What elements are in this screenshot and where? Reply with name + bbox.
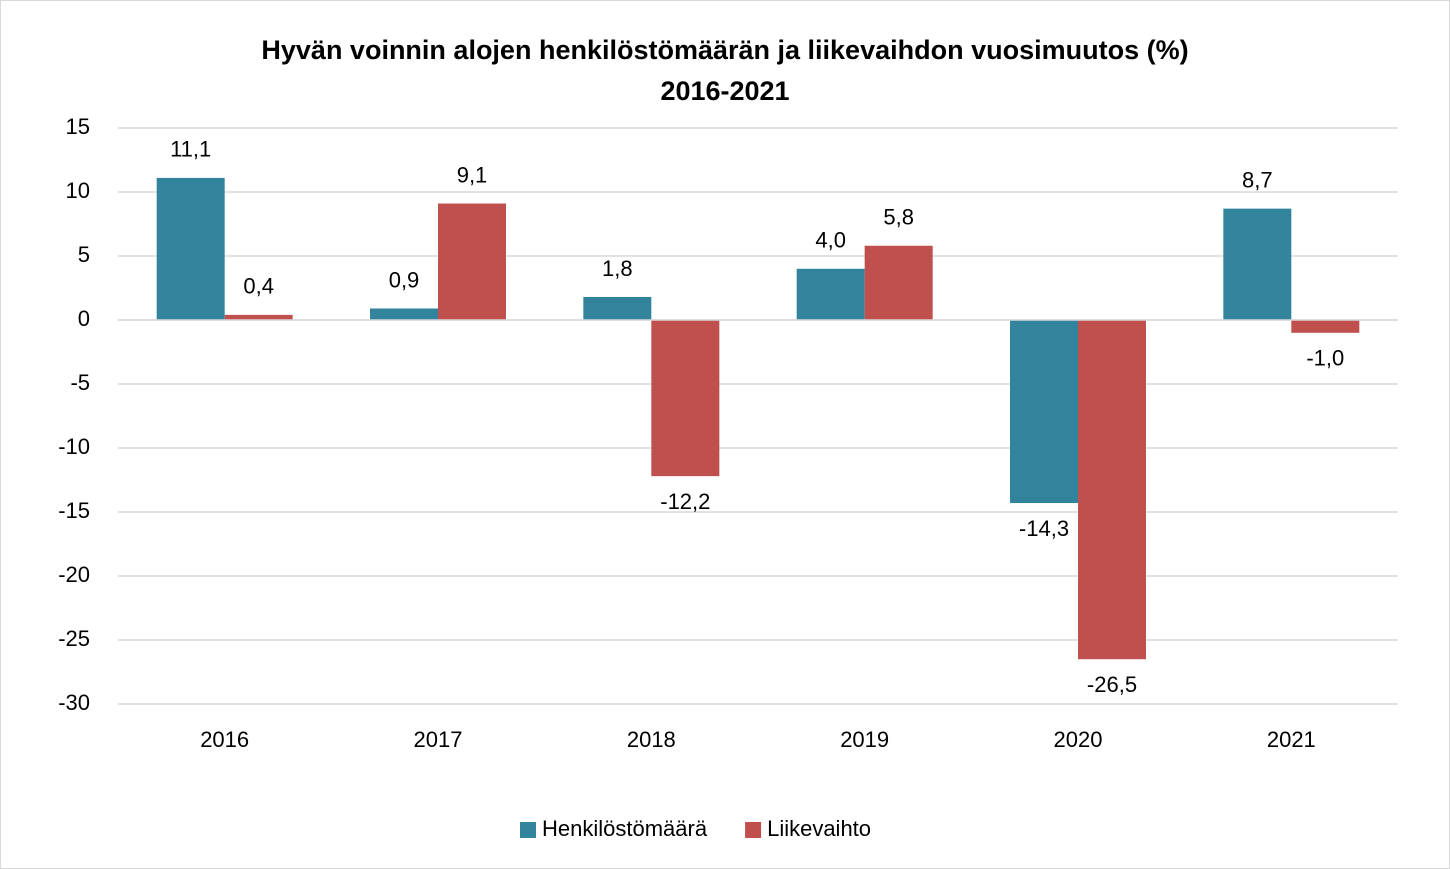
data-label: -1,0 (1306, 346, 1344, 371)
data-label: 0,4 (243, 274, 274, 299)
bar (156, 177, 225, 320)
data-label: 11,1 (170, 137, 211, 162)
y-tick-label: -30 (58, 690, 90, 715)
bar (1010, 320, 1078, 504)
y-tick-label: -5 (70, 370, 90, 395)
y-tick-label: -20 (58, 562, 90, 587)
x-tick-label: 2020 (1054, 727, 1103, 752)
y-tick-label: -10 (58, 434, 90, 459)
data-label: 8,7 (1242, 167, 1273, 192)
bar (864, 245, 933, 320)
bar (1223, 208, 1292, 320)
y-tick-label: 0 (78, 306, 90, 331)
y-tick-label: 15 (66, 114, 90, 139)
x-tick-label: 2018 (627, 727, 676, 752)
x-tick-label: 2016 (200, 727, 249, 752)
data-label: 9,1 (457, 162, 488, 187)
data-label: 5,8 (883, 205, 914, 230)
x-tick-label: 2021 (1267, 727, 1316, 752)
legend-swatch (745, 822, 762, 838)
data-label: -12,2 (660, 489, 710, 514)
data-label: 4,0 (815, 228, 846, 253)
bar (583, 296, 652, 320)
bar (370, 308, 438, 320)
legend-swatch (520, 822, 536, 838)
bar (224, 314, 293, 320)
bar (1291, 320, 1360, 333)
x-tick-label: 2017 (414, 727, 463, 752)
y-tick-label: 10 (66, 178, 90, 203)
x-tick-label: 2019 (840, 727, 889, 752)
y-tick-label: 5 (78, 242, 90, 267)
data-label: -26,5 (1087, 672, 1137, 697)
legend-label: Henkilöstömäärä (542, 816, 708, 841)
chart-title: 2016-2021 (660, 76, 789, 106)
bar (438, 203, 506, 320)
legend-label: Liikevaihto (767, 816, 871, 841)
data-label: -14,3 (1019, 516, 1069, 541)
data-label: 1,8 (602, 256, 633, 281)
chart-title: Hyvän voinnin alojen henkilöstömäärän ja… (261, 35, 1188, 65)
bar (1078, 320, 1146, 660)
y-tick-label: -15 (58, 498, 90, 523)
y-tick-label: -25 (58, 626, 90, 651)
bar (651, 320, 720, 477)
data-label: 0,9 (389, 267, 420, 292)
bar (796, 268, 865, 320)
